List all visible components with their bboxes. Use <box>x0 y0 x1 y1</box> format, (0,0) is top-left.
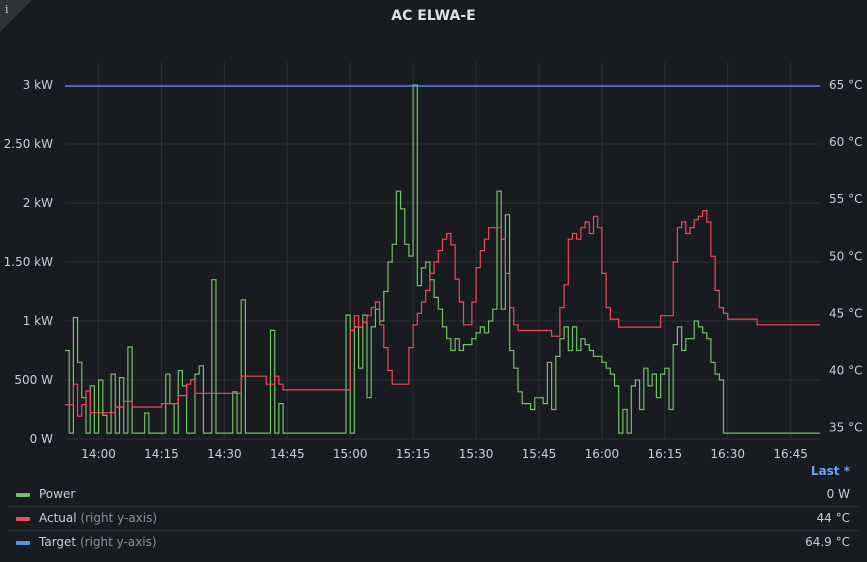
legend-swatch <box>16 517 30 521</box>
x-tick-label: 14:45 <box>270 447 305 461</box>
x-tick-label: 15:00 <box>333 447 368 461</box>
right-y-tick-label: 50 °C <box>829 249 862 263</box>
left-y-tick-label: 2 kW <box>23 196 53 210</box>
legend-row-power[interactable]: Power 0 W <box>8 483 859 507</box>
legend-row-actual[interactable]: Actual (right y-axis) 44 °C <box>8 507 859 531</box>
legend: Power 0 W Actual (right y-axis) 44 °C Ta… <box>8 483 859 554</box>
right-y-tick-label: 40 °C <box>829 363 862 377</box>
legend-series-name: Target (right y-axis) <box>39 535 157 549</box>
legend-row-target[interactable]: Target (right y-axis) 64.9 °C <box>8 531 859 554</box>
left-y-tick-label: 0 W <box>30 432 53 446</box>
panel-title[interactable]: AC ELWA-E <box>391 8 476 24</box>
left-y-tick-label: 3 kW <box>23 78 53 92</box>
x-tick-label: 16:45 <box>773 447 808 461</box>
left-y-tick-label: 1 kW <box>23 314 53 328</box>
legend-swatch <box>16 541 30 545</box>
info-icon[interactable]: i <box>5 3 9 16</box>
legend-swatch <box>16 493 30 497</box>
legend-last-value: 44 °C <box>816 511 850 525</box>
series-line-power <box>65 84 820 434</box>
left-y-tick-label: 1.50 kW <box>4 255 53 269</box>
right-y-tick-label: 55 °C <box>829 192 862 206</box>
x-tick-label: 14:15 <box>144 447 179 461</box>
left-y-tick-label: 2.50 kW <box>4 137 53 151</box>
legend-last-value: 64.9 °C <box>805 535 850 549</box>
legend-series-name: Actual (right y-axis) <box>39 511 158 525</box>
left-y-tick-label: 500 W <box>14 373 53 387</box>
legend-last-value: 0 W <box>826 487 850 501</box>
legend-sort-header[interactable]: Last * <box>810 464 850 478</box>
right-y-tick-label: 35 °C <box>829 421 862 435</box>
time-series-chart[interactable]: 14:00 14:15 14:30 14:45 15:00 15:15 15:30 15:45… <box>0 0 867 470</box>
x-tick-label: 15:30 <box>459 447 494 461</box>
right-y-tick-label: 45 °C <box>829 306 862 320</box>
legend-series-name: Power <box>39 487 76 501</box>
x-tick-label: 15:45 <box>522 447 557 461</box>
right-y-tick-label: 65 °C <box>829 78 862 92</box>
x-tick-label: 16:00 <box>585 447 620 461</box>
right-y-tick-label: 60 °C <box>829 135 862 149</box>
x-tick-label: 15:15 <box>396 447 431 461</box>
series-line-actual <box>65 210 820 417</box>
x-tick-label: 16:15 <box>648 447 683 461</box>
x-tick-label: 16:30 <box>710 447 745 461</box>
info-corner[interactable] <box>0 0 32 32</box>
x-tick-label: 14:30 <box>207 447 242 461</box>
x-tick-label: 14:00 <box>81 447 116 461</box>
